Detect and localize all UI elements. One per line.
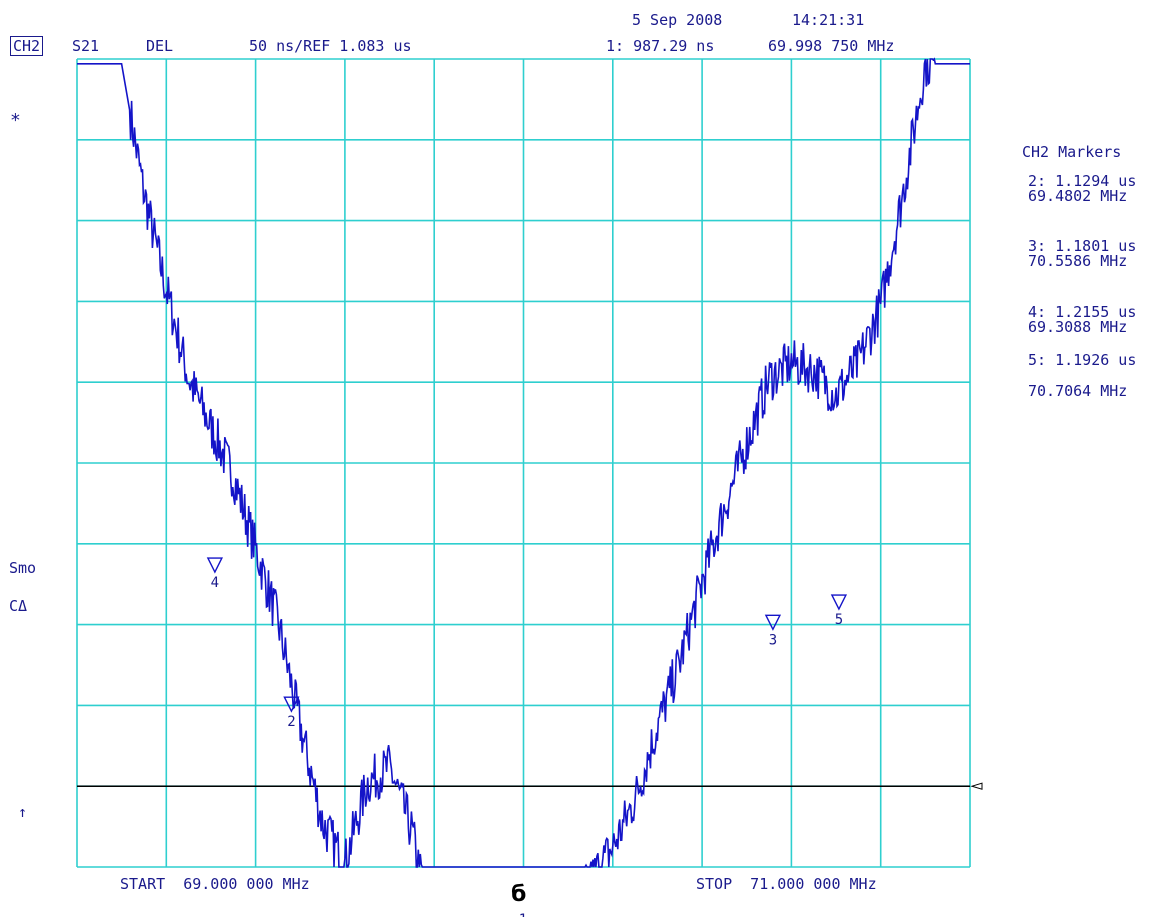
marker-5-triangle — [830, 594, 848, 611]
marker-3-label: 3 — [769, 632, 777, 648]
chart-grid — [76, 58, 971, 868]
measurement-param: S21 — [72, 37, 100, 55]
marker5-freq: 70.7064 MHz — [1028, 382, 1128, 400]
format-label: DEL — [146, 37, 174, 55]
marker5-value: 5: 1.1926 us — [1028, 351, 1137, 369]
star-annotation: * — [10, 110, 21, 131]
marker-4-triangle — [206, 557, 224, 574]
stop-frequency: STOP 71.000 000 MHz — [696, 875, 877, 893]
trace-series — [77, 57, 970, 868]
correction-annotation: CΔ — [9, 597, 28, 615]
marker3-value: 3: 1.1801 us — [1028, 237, 1137, 255]
marker-5-label: 5 — [835, 612, 843, 628]
marker-2-triangle — [283, 696, 300, 713]
figure-caption: б — [511, 882, 527, 907]
smoothing-annotation: Smo — [9, 559, 37, 577]
channel-badge: CH2 — [10, 36, 44, 56]
marker1-freq: 69.998 750 MHz — [768, 37, 895, 55]
marker2-value: 2: 1.1294 us — [1028, 172, 1137, 190]
marker1-value: 1: 987.29 ns — [606, 37, 715, 55]
marker2-freq: 69.4802 MHz — [1028, 187, 1128, 205]
up-arrow-icon: ↑ — [18, 803, 28, 821]
marker-1-label: 1 — [519, 912, 527, 917]
header-date: 5 Sep 2008 — [632, 11, 723, 29]
reference-pointer-icon — [970, 782, 983, 790]
marker-2-label: 2 — [287, 714, 295, 730]
start-frequency: START 69.000 000 MHz — [120, 875, 310, 893]
channel-label: CH2 — [10, 36, 44, 56]
marker-3-triangle — [764, 614, 782, 631]
marker4-freq: 69.3088 MHz — [1028, 318, 1128, 336]
markers-panel-title: CH2 Markers — [1022, 143, 1122, 161]
header-time: 14:21:31 — [792, 11, 865, 29]
scale-label: 50 ns/REF 1.083 us — [249, 37, 412, 55]
marker-4-label: 4 — [211, 575, 219, 591]
marker3-freq: 70.5586 MHz — [1028, 252, 1128, 270]
marker4-value: 4: 1.2155 us — [1028, 303, 1137, 321]
marker-layer: 1 2 3 4 5 — [206, 557, 848, 917]
